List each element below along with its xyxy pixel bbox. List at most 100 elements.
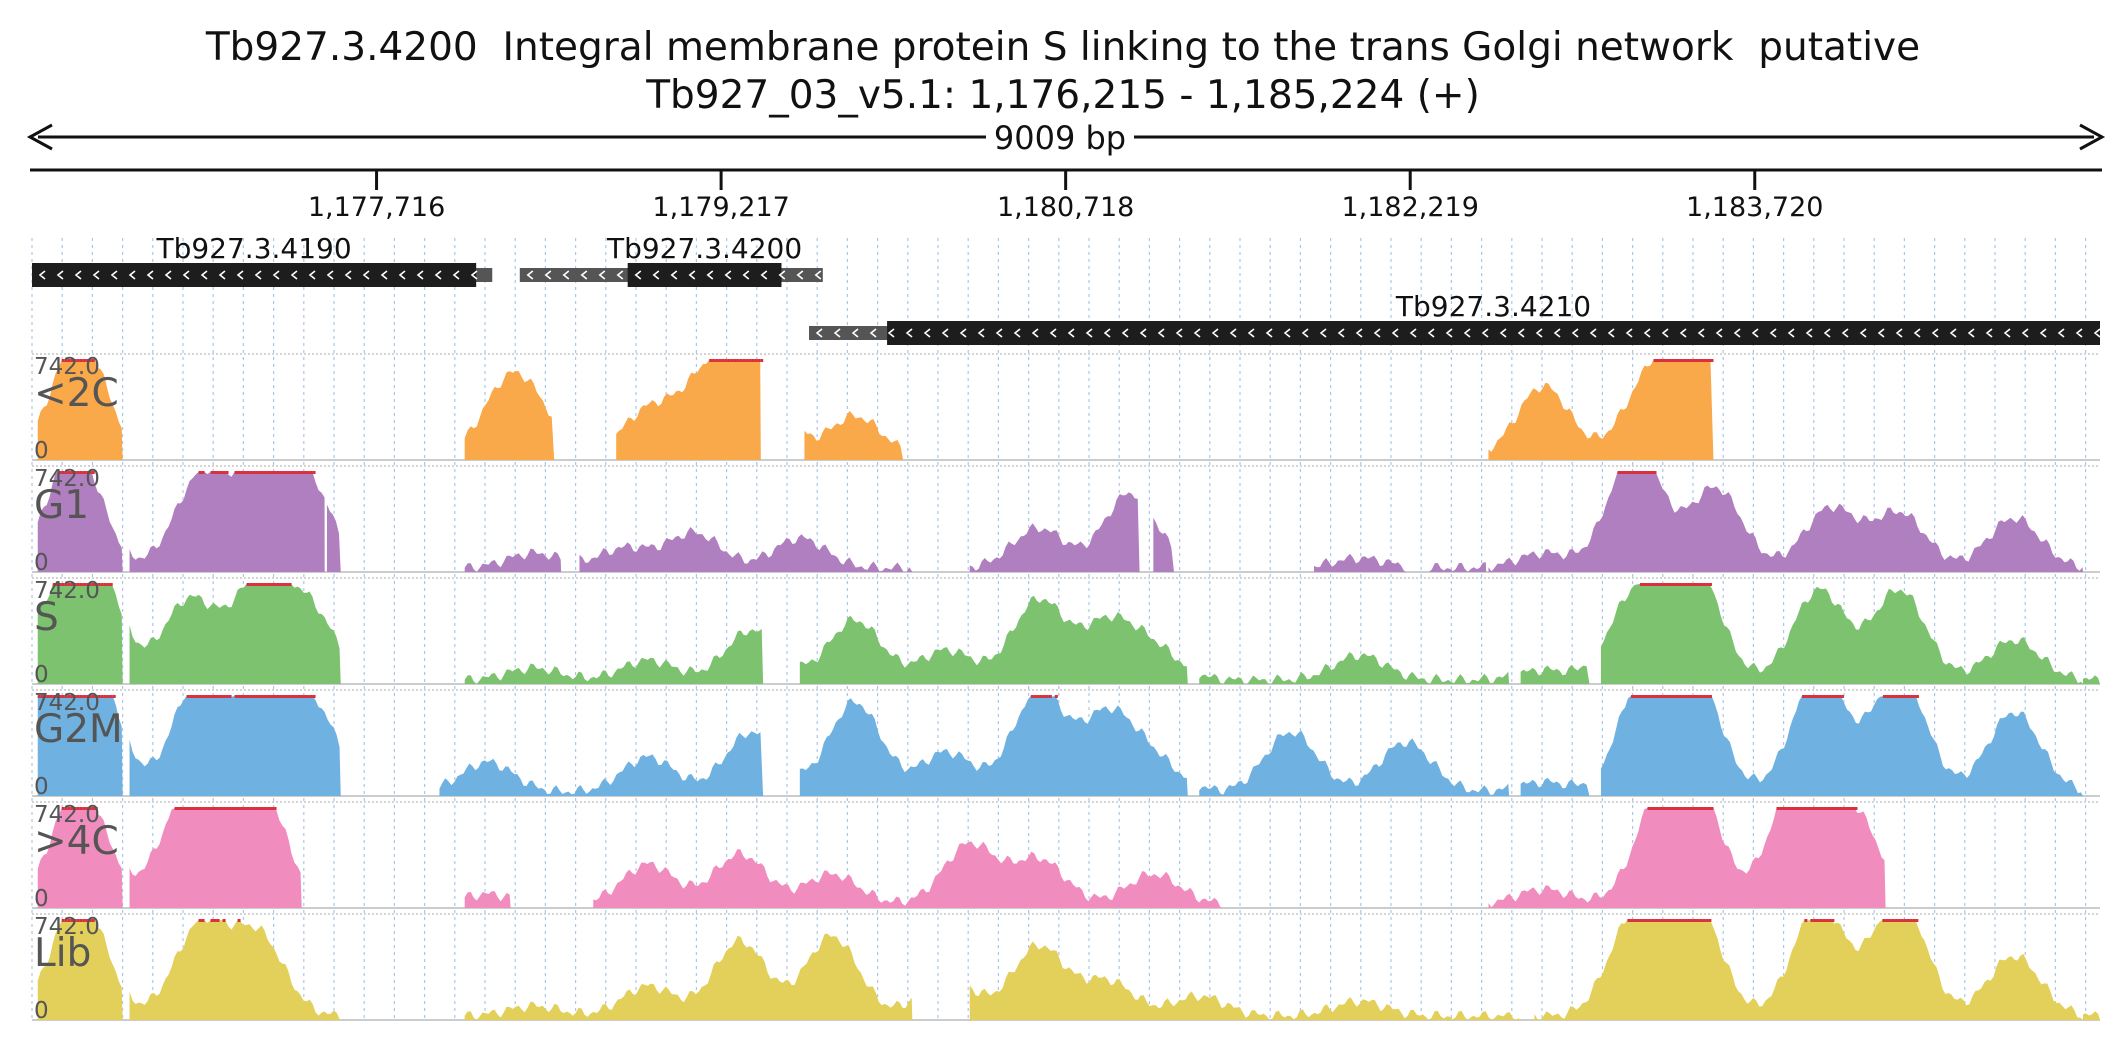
- overflow-marker: [709, 359, 713, 362]
- overflow-marker: [240, 695, 244, 698]
- overflow-marker: [255, 695, 259, 698]
- overflow-marker: [249, 807, 253, 810]
- overflow-marker: [213, 695, 217, 698]
- overflow-marker: [228, 695, 232, 698]
- overflow-marker: [61, 359, 65, 362]
- overflow-marker: [297, 471, 301, 474]
- overflow-marker: [52, 695, 56, 698]
- overflow-marker: [1696, 695, 1700, 698]
- overflow-marker: [1851, 807, 1855, 810]
- overflow-marker: [85, 919, 89, 922]
- overflow-marker: [1810, 919, 1814, 922]
- overflow-marker: [1705, 919, 1709, 922]
- overflow-marker: [1912, 919, 1916, 922]
- overflow-marker: [252, 471, 256, 474]
- overflow-marker: [1675, 919, 1679, 922]
- overflow-marker: [270, 583, 274, 586]
- overflow-marker: [1678, 695, 1682, 698]
- overflow-marker: [1653, 359, 1657, 362]
- overflow-marker: [1708, 919, 1712, 922]
- overflow-marker: [234, 695, 238, 698]
- overflow-marker: [237, 807, 241, 810]
- overflow-marker: [94, 807, 98, 810]
- overflow-marker: [261, 471, 265, 474]
- coverage-area: [464, 548, 562, 572]
- overflow-marker: [1693, 695, 1697, 698]
- overflow-marker: [742, 359, 746, 362]
- gene-Tb927-3-4190[interactable]: Tb927.3.4190: [32, 232, 493, 287]
- overflow-marker: [1627, 919, 1631, 922]
- overflow-marker: [91, 583, 95, 586]
- overflow-marker: [1668, 359, 1672, 362]
- overflow-marker: [258, 695, 262, 698]
- overflow-marker: [1819, 919, 1823, 922]
- page-title: Tb927.3.4200 Integral membrane protein S…: [205, 25, 1921, 70]
- overflow-marker: [270, 695, 274, 698]
- coverage-area: [129, 808, 302, 908]
- overflow-marker: [715, 359, 719, 362]
- span-label-bg: [986, 120, 1134, 154]
- overflow-marker: [76, 695, 80, 698]
- overflow-marker: [1642, 695, 1646, 698]
- overflow-marker: [258, 807, 262, 810]
- gene-track[interactable]: Tb927.3.4190 Tb927.3.4200 Tb927.3.4210: [32, 232, 2101, 345]
- coverage-tracks: <2C742.00G1742.00S742.00G2M742.00>4C742.…: [32, 353, 2100, 1024]
- overflow-marker: [249, 695, 253, 698]
- overflow-marker: [733, 359, 737, 362]
- overflow-marker: [1651, 695, 1655, 698]
- overflow-marker: [1629, 471, 1633, 474]
- overflow-marker: [88, 919, 92, 922]
- track-name: <2C: [34, 371, 119, 416]
- gene-label: Tb927.3.4190: [155, 232, 351, 265]
- overflow-marker: [1804, 695, 1808, 698]
- overflow-marker: [1782, 807, 1786, 810]
- overflow-marker: [285, 471, 289, 474]
- overflow-marker: [1689, 359, 1693, 362]
- overflow-marker: [1663, 919, 1667, 922]
- overflow-marker: [1684, 919, 1688, 922]
- overflow-marker: [189, 807, 193, 810]
- gene-Tb927-3-4200[interactable]: Tb927.3.4200: [519, 232, 823, 287]
- overflow-marker: [1810, 695, 1814, 698]
- ruler-tick-label: 1,183,720: [1686, 192, 1823, 223]
- overflow-marker: [1807, 695, 1811, 698]
- overflow-marker: [252, 695, 256, 698]
- overflow-marker: [1684, 583, 1688, 586]
- overflow-marker: [1882, 919, 1886, 922]
- overflow-marker: [64, 471, 68, 474]
- overflow-marker: [70, 695, 74, 698]
- ruler-tick-label: 1,182,219: [1341, 192, 1478, 223]
- overflow-marker: [1705, 583, 1709, 586]
- gene-Tb927-3-4210[interactable]: Tb927.3.4210: [809, 290, 2101, 345]
- overflow-marker: [1647, 807, 1651, 810]
- overflow-marker: [1680, 359, 1684, 362]
- overflow-marker: [1813, 919, 1817, 922]
- overflow-marker: [210, 471, 214, 474]
- overflow-marker: [291, 471, 295, 474]
- overflow-marker: [58, 471, 62, 474]
- overflow-marker: [186, 695, 190, 698]
- overflow-marker: [70, 359, 74, 362]
- gene-cds: [32, 263, 477, 287]
- coverage-area: [969, 492, 1140, 572]
- overflow-marker: [1909, 695, 1913, 698]
- ruler-tick-label: 1,180,718: [997, 192, 1134, 223]
- overflow-marker: [1801, 695, 1805, 698]
- overflow-marker: [300, 471, 304, 474]
- overflow-marker: [264, 807, 268, 810]
- overflow-marker: [1804, 919, 1808, 922]
- overflow-marker: [243, 471, 247, 474]
- track-name: G1: [34, 483, 89, 528]
- overflow-marker: [216, 695, 220, 698]
- track-min-label: 0: [34, 886, 49, 912]
- overflow-marker: [718, 359, 722, 362]
- overflow-marker: [261, 695, 265, 698]
- overflow-marker: [1669, 583, 1673, 586]
- overflow-marker: [1692, 807, 1696, 810]
- overflow-marker: [1633, 919, 1637, 922]
- overflow-marker: [85, 471, 89, 474]
- overflow-marker: [1656, 359, 1660, 362]
